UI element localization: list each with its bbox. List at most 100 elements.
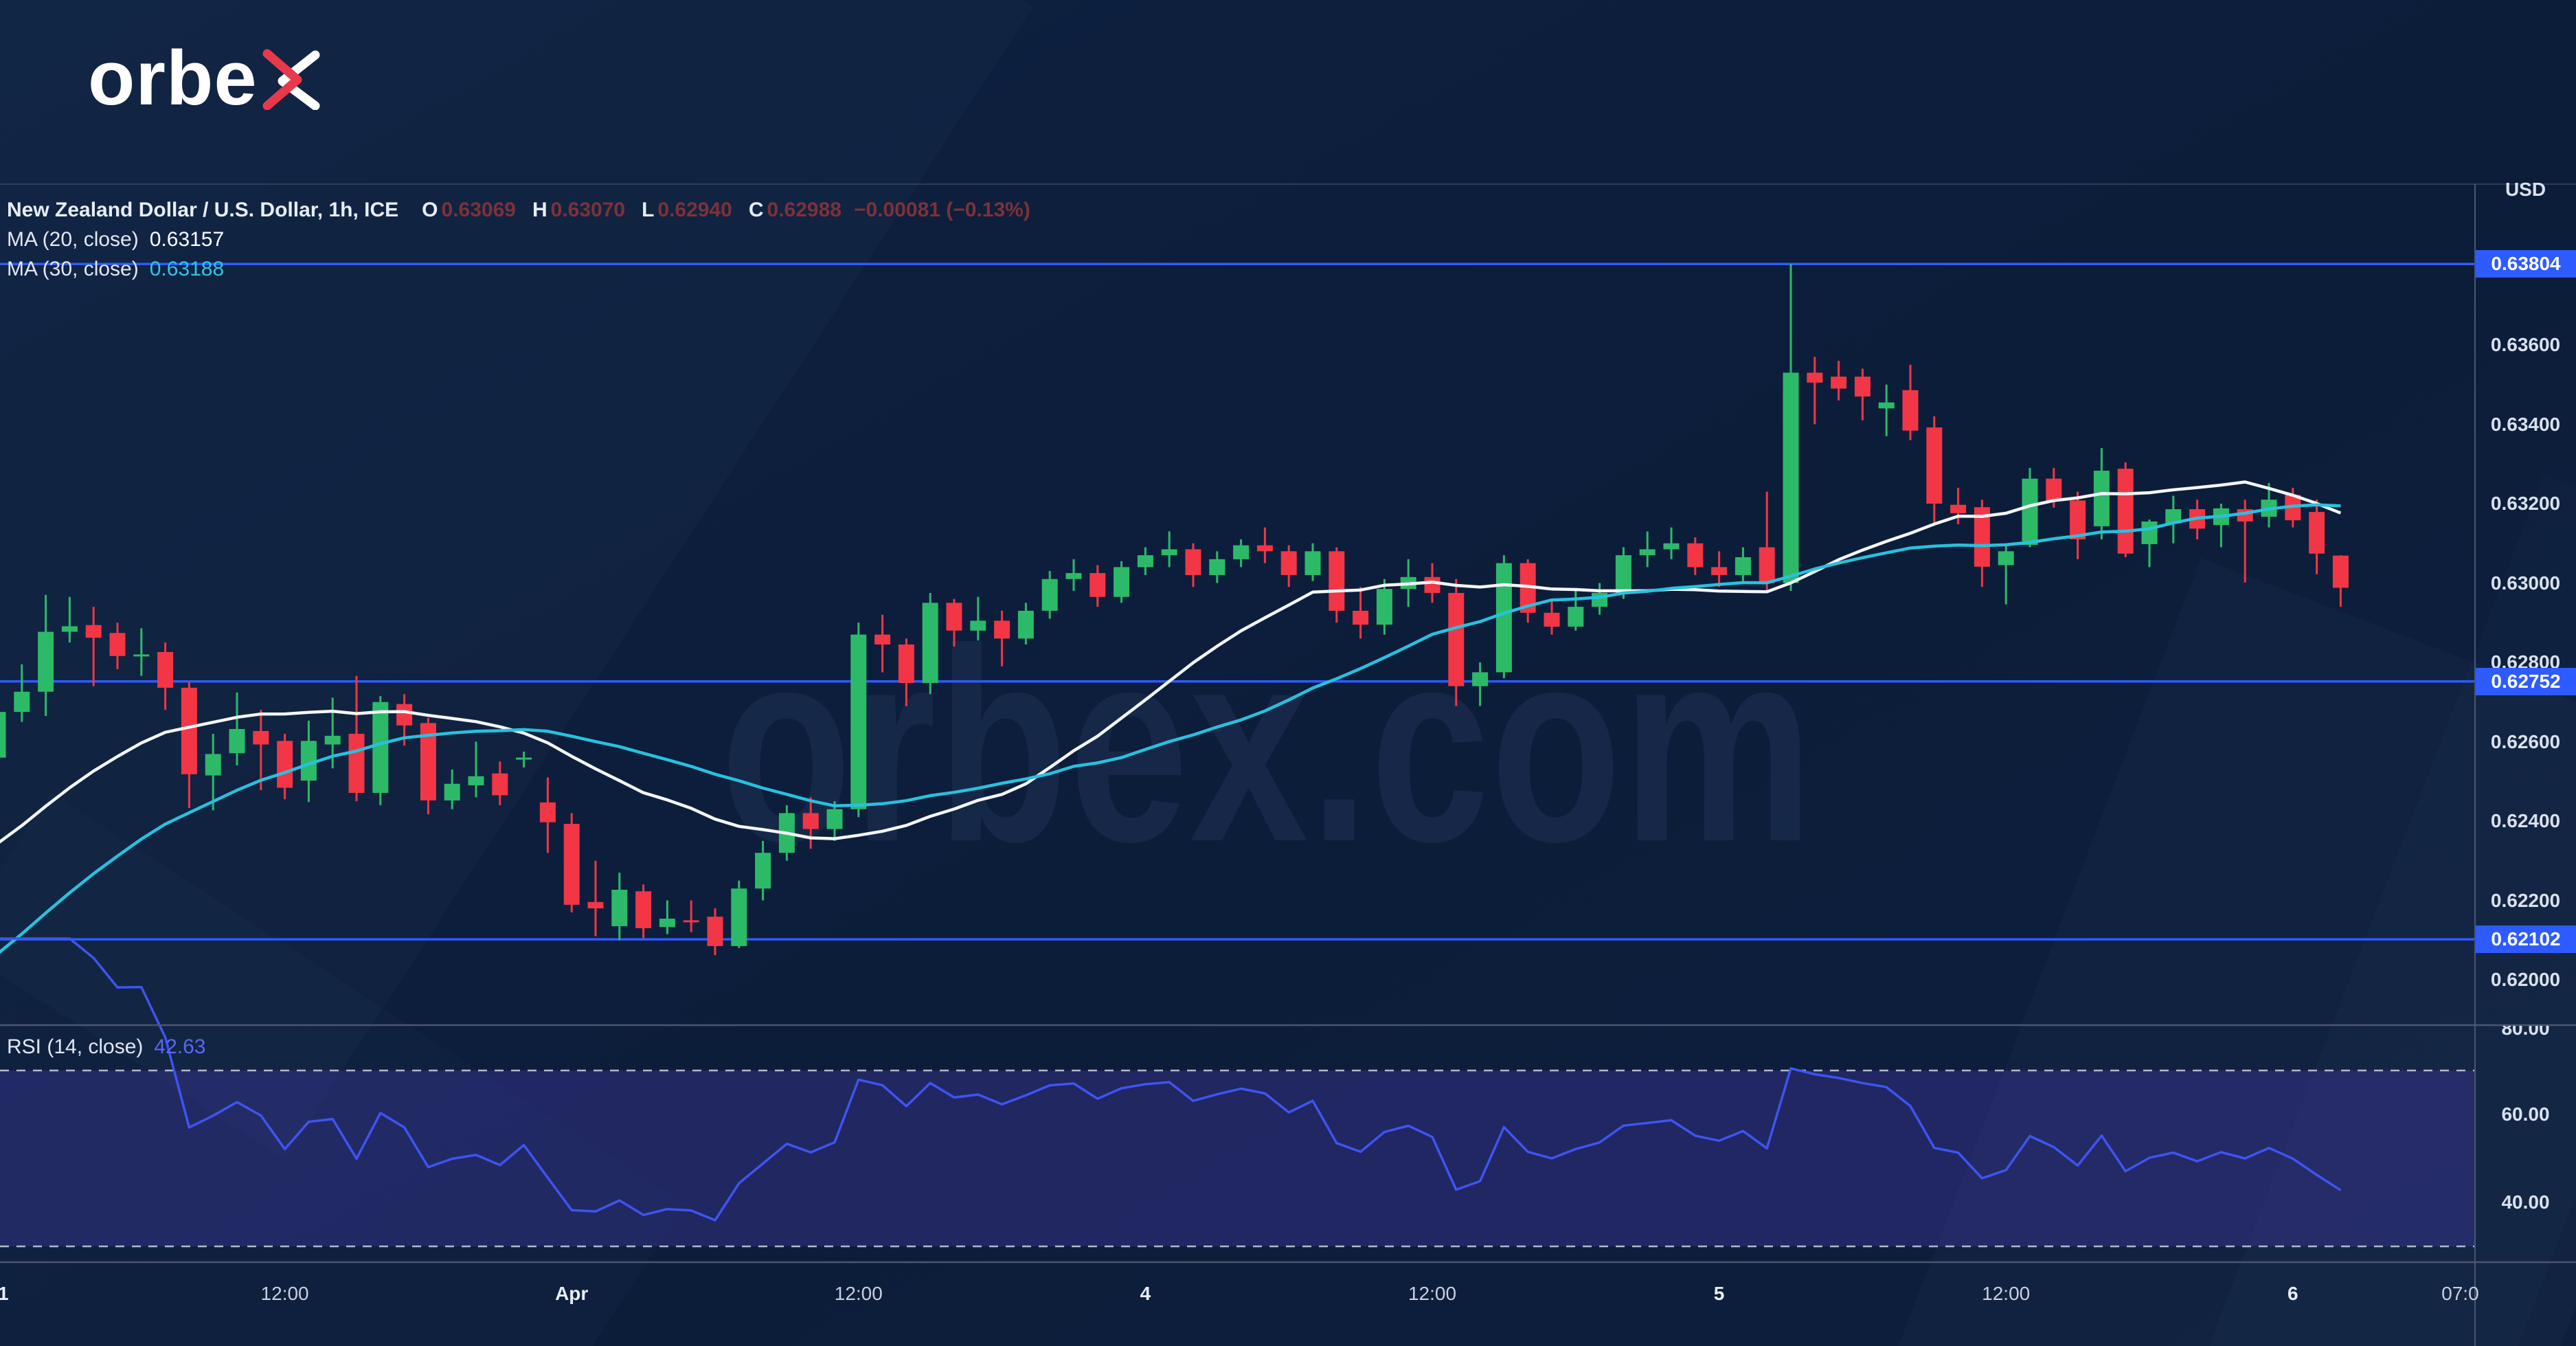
candle-body [2117,469,2134,554]
candle-body [539,802,556,822]
candle-body [1329,551,1345,611]
candle-body [1376,589,1392,625]
candle-body [1185,549,1201,575]
candle-body [1256,545,1273,552]
time-tick-label: 6 [2287,1283,2298,1304]
candle-body [1089,573,1106,597]
close-value: 0.62988 [767,199,841,221]
candle-body [1304,551,1321,575]
time-tick-label: 12:00 [260,1283,309,1304]
candle-body [516,757,532,760]
candle-body [850,634,867,809]
time-tick-label: 07:0 [2441,1283,2479,1304]
open-value: 0.63069 [441,199,516,221]
candle-body [133,654,150,657]
high-value: 0.63070 [550,199,626,221]
candle-body [300,741,317,781]
candle-body [1759,547,1775,583]
ma20-line [0,480,2342,844]
candle-body [2022,478,2038,546]
candle-body [14,691,30,713]
candle-body [1854,377,1871,397]
candle-body [1161,549,1177,556]
candle-body [85,625,102,638]
candle-body [707,917,723,946]
candle-body [1663,543,1680,550]
candle-body [1902,390,1919,431]
candle-body [1998,551,2014,565]
candle-body [731,888,747,946]
candle-body [61,626,78,632]
candle-body [1807,372,1823,383]
candle-body [874,634,891,645]
time-tick-label: 12:00 [1982,1283,2031,1304]
candle-body [683,920,699,923]
ma30-label: MA (30, close) [7,258,139,280]
candle-body [109,633,126,656]
candle-body [755,853,771,889]
rsi-line [0,937,2342,1222]
candle-body [1065,573,1082,579]
time-tick-label: 4 [1140,1283,1151,1304]
time-tick-label: 12:00 [834,1283,883,1304]
price-tick-label: 0.63200 [2490,493,2561,514]
low-value: 0.62940 [657,199,732,221]
candle-body [1735,557,1751,575]
candle-body [1687,543,1704,568]
candle-body [253,730,269,745]
ma30-value: 0.63188 [149,258,225,280]
candle-body [444,783,460,800]
candle-body [1114,567,1130,597]
candle-body [205,754,221,776]
candle-body [1424,576,1440,593]
time-tick-label: 5 [1713,1283,1725,1304]
price-level-label[interactable]: 0.62752 [2476,667,2576,695]
candle-body [1472,672,1489,686]
symbol-header: New Zealand Dollar / U.S. Dollar, 1h, IC… [7,199,1030,221]
ma30-legend: MA (30, close) 0.63188 [7,258,224,280]
candle-body [826,809,843,829]
candle-body [1974,507,1990,567]
candle-body [898,644,914,684]
time-tick-label: 12:00 [1408,1283,1457,1304]
symbol-title: New Zealand Dollar / U.S. Dollar, 1h, IC… [7,199,399,221]
candle-body [946,603,962,631]
price-tick-label: 0.62600 [2490,730,2561,752]
price-level-label[interactable]: 0.63804 [2476,250,2576,278]
time-axis[interactable]: 31 12:00 Apr 12:00 4 12:00 5 12:00 6 07:0 [0,1262,2576,1346]
logo-x-icon [262,49,320,110]
candle-body [563,824,580,905]
candle-body [2046,478,2062,501]
price-level-label[interactable]: 0.62102 [2476,926,2576,954]
open-label: O [422,199,438,221]
ma20-legend: MA (20, close) 0.63157 [7,228,224,251]
price-axis[interactable]: USD 0.63600 0.63400 0.63200 0.63000 0.62800 0.… [2475,0,2576,1346]
rsi-tick-label-clipped: 80.00 [2475,1026,2576,1044]
candle-body [922,603,938,684]
candle-body [2093,471,2110,526]
ma20-value: 0.63157 [149,228,225,251]
candle-body [1233,545,1250,559]
rsi-band [0,1070,2475,1246]
candle-body [372,702,389,793]
candle-body [635,891,652,928]
time-tick-label: Apr [555,1283,589,1304]
candle-body [277,741,293,788]
candle-body [1137,555,1153,568]
candle-body [229,729,245,754]
rsi-tick-text: 80.00 [2501,1026,2550,1039]
rsi-tick-label: 60.00 [2501,1103,2550,1125]
candle-body [1639,549,1656,556]
orbex-logo: orbe [88,40,321,117]
candle-body [2070,500,2086,539]
candle-body [0,712,6,758]
candle-body [994,620,1010,639]
candle-body [1353,610,1369,625]
candle-body [324,735,341,745]
candle-body [659,919,675,928]
candle-body [587,901,604,909]
candle-body [1950,504,1967,513]
price-tick-label: 0.63400 [2490,413,2561,435]
